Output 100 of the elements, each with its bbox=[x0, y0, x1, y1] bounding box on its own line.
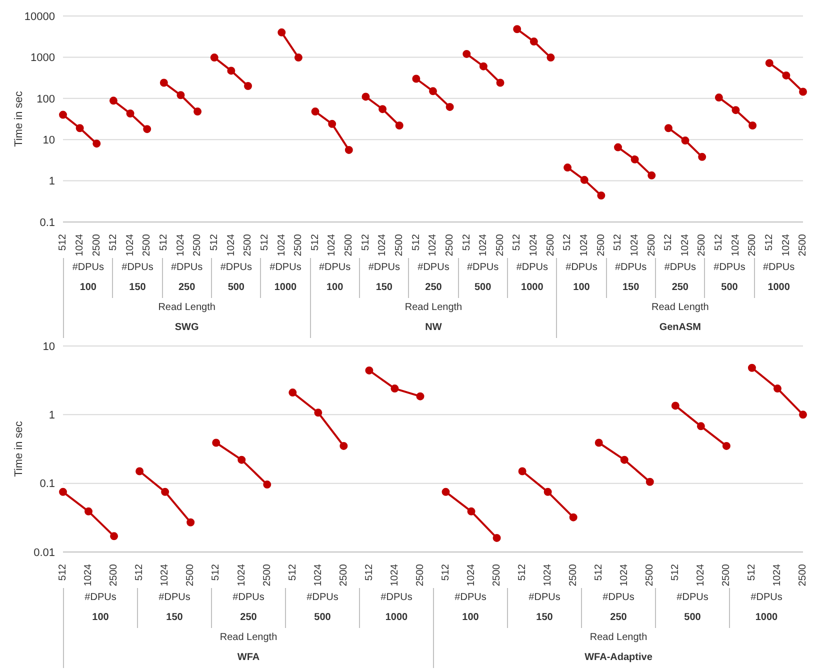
point bbox=[59, 110, 67, 119]
text: #DPUs bbox=[433, 588, 507, 608]
text: 500 bbox=[458, 278, 507, 298]
x-tick-label: 1024 bbox=[326, 234, 338, 256]
text: #DPUs bbox=[507, 588, 581, 608]
point bbox=[294, 54, 302, 62]
point bbox=[429, 87, 437, 96]
point bbox=[594, 438, 603, 447]
text: 1000 bbox=[359, 608, 433, 628]
point bbox=[614, 143, 622, 152]
text: 150 bbox=[507, 608, 581, 628]
point bbox=[395, 121, 404, 130]
point bbox=[365, 366, 374, 374]
text: 1000 bbox=[260, 278, 310, 298]
x-tick-label: 512 bbox=[287, 564, 298, 581]
point bbox=[544, 488, 552, 496]
text: #DPUs bbox=[211, 258, 260, 278]
text: #DPUs bbox=[754, 258, 803, 278]
x-tick-label: 1024 bbox=[680, 234, 691, 256]
point bbox=[136, 467, 144, 476]
x-tick-label: 1024 bbox=[466, 564, 477, 586]
x-tick-label: 2500 bbox=[646, 234, 658, 256]
x-tick-label: 1024 bbox=[619, 564, 630, 586]
point bbox=[59, 488, 67, 496]
x-tick-label: 2500 bbox=[798, 234, 809, 256]
point bbox=[714, 94, 723, 102]
x-tick-label: 2500 bbox=[491, 564, 502, 586]
point bbox=[161, 488, 170, 496]
x-tick-label: 1024 bbox=[389, 564, 400, 586]
text: 1000 bbox=[729, 608, 803, 628]
text: SWG bbox=[63, 318, 310, 338]
text: WFA bbox=[63, 648, 433, 668]
x-tick-label: 512 bbox=[516, 564, 528, 581]
point bbox=[496, 78, 504, 87]
point bbox=[390, 384, 399, 393]
point bbox=[467, 507, 476, 516]
text: #DPUs bbox=[556, 258, 606, 278]
point bbox=[362, 92, 370, 101]
x-tick-label: 1024 bbox=[83, 564, 94, 586]
point bbox=[328, 120, 336, 128]
x-tick-label: 2500 bbox=[721, 564, 732, 586]
point bbox=[314, 408, 322, 417]
x-tick-label: 512 bbox=[461, 234, 472, 251]
y-axis-title: Time in sec bbox=[12, 420, 25, 477]
text: 250 bbox=[162, 278, 211, 298]
text: Read Length bbox=[310, 298, 556, 318]
text: 250 bbox=[408, 278, 458, 298]
text: #DPUs bbox=[285, 588, 359, 608]
x-tick-label: 512 bbox=[562, 234, 574, 251]
x-tick-label: 1024 bbox=[696, 564, 707, 586]
x-tick-label: 512 bbox=[512, 234, 523, 251]
text: 100 bbox=[63, 278, 112, 298]
point bbox=[126, 110, 134, 118]
x-tick-label: 512 bbox=[764, 234, 776, 251]
x-tick-label: 2500 bbox=[142, 234, 153, 256]
x-tick-label: 512 bbox=[209, 234, 220, 251]
y-tick-label: 1000 bbox=[30, 52, 55, 64]
text: 100 bbox=[433, 608, 507, 628]
y-tick-label: 0.1 bbox=[40, 216, 55, 229]
point bbox=[212, 438, 220, 447]
point bbox=[278, 28, 286, 36]
x-tick-label: 512 bbox=[108, 234, 120, 251]
point bbox=[210, 54, 218, 62]
x-tick-label: 512 bbox=[670, 564, 682, 581]
point bbox=[143, 125, 152, 134]
x-tick-label: 2500 bbox=[414, 564, 426, 586]
x-tick-label: 512 bbox=[594, 564, 605, 581]
x-tick-label: 512 bbox=[259, 234, 270, 251]
y-tick-label: 10 bbox=[42, 340, 55, 353]
point bbox=[580, 176, 588, 184]
point bbox=[646, 478, 654, 486]
point bbox=[446, 102, 454, 111]
x-tick-label: 1024 bbox=[74, 234, 86, 256]
x-tick-label: 1024 bbox=[226, 234, 237, 256]
x-tick-label: 2500 bbox=[596, 234, 607, 256]
y-tick-label: 1 bbox=[48, 410, 55, 422]
x-tick-label: 1024 bbox=[579, 234, 590, 256]
x-tick-label: 512 bbox=[746, 564, 758, 581]
text: #DPUs bbox=[359, 588, 433, 608]
text: 100 bbox=[556, 278, 606, 298]
x-tick-label: 1024 bbox=[236, 564, 248, 586]
x-tick-label: 1024 bbox=[780, 234, 792, 256]
x-tick-label: 1024 bbox=[312, 564, 324, 586]
text: 500 bbox=[211, 278, 260, 298]
point bbox=[160, 78, 168, 87]
point bbox=[696, 422, 705, 430]
x-tick-label: 2500 bbox=[293, 234, 304, 256]
x-tick-label: 1024 bbox=[276, 234, 288, 256]
text: #DPUs bbox=[729, 588, 803, 608]
text: WFA-Adaptive bbox=[433, 648, 803, 668]
point bbox=[416, 392, 424, 400]
x-tick-label: 1024 bbox=[428, 234, 439, 256]
x-tick-label: 1024 bbox=[528, 234, 540, 256]
x-tick-label: 1024 bbox=[772, 564, 784, 586]
point bbox=[462, 50, 471, 58]
y-tick-label: 10000 bbox=[24, 10, 55, 23]
text: 500 bbox=[704, 278, 754, 298]
x-tick-label: 1024 bbox=[542, 564, 554, 586]
x-tick-label: 2500 bbox=[394, 234, 406, 256]
text: NW bbox=[310, 318, 556, 338]
